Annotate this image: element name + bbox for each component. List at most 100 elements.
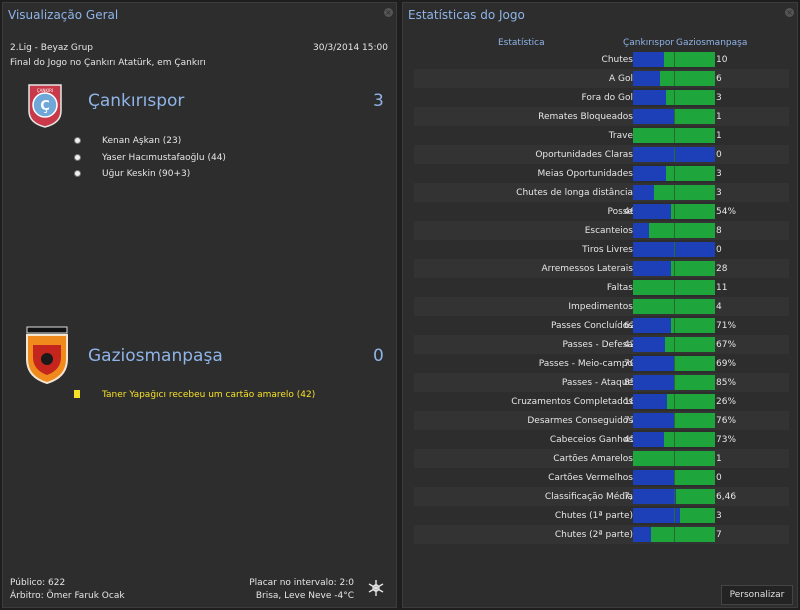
stat-label: Chutes — [601, 55, 633, 65]
referee[interactable]: Árbitro: Ömer Faruk Ocak — [10, 591, 125, 601]
home-share-fill — [633, 527, 651, 542]
stat-label: Passes - Ataque — [561, 378, 633, 388]
stat-row: Arremessos Laterais2428 — [414, 259, 789, 278]
away-value: 6,46 — [716, 492, 737, 502]
midline — [674, 356, 675, 371]
stat-row: A Gol36 — [414, 69, 789, 88]
stat-row: Cartões Vermelhos00 — [414, 468, 789, 487]
stat-label: Impedimentos — [568, 302, 633, 312]
stat-row: Cabeceios Ganhos45%73% — [414, 430, 789, 449]
home-team-badge[interactable]: Ç ÇANKIRI — [25, 81, 65, 129]
ball-icon — [74, 137, 81, 144]
halftime-score: Placar no intervalo: 2:0 — [249, 578, 354, 588]
close-icon[interactable]: × — [384, 8, 393, 17]
col-header-away[interactable]: Gaziosmanpaşa — [676, 38, 748, 48]
stat-row: Trave01 — [414, 126, 789, 145]
away-value: 73% — [716, 435, 737, 445]
stat-row: Cartões Amarelos01 — [414, 449, 789, 468]
midline — [674, 337, 675, 352]
stat-row: Chutes (2ª parte)27 — [414, 525, 789, 544]
league-name: 2.Lig - Beyaz Grup — [10, 43, 94, 53]
away-value: 76% — [716, 416, 737, 426]
stat-label: Faltas — [606, 283, 633, 293]
col-header-stat[interactable]: Estatística — [498, 38, 545, 48]
stats-title: Estatísticas do Jogo — [408, 8, 525, 22]
away-value: 67% — [716, 340, 737, 350]
attendance: Público: 622 — [10, 578, 66, 588]
away-value: 7 — [716, 530, 722, 540]
away-value: 0 — [716, 150, 722, 160]
stat-row: Posse46%54% — [414, 202, 789, 221]
svg-text:Ç: Ç — [40, 99, 50, 114]
away-value: 28 — [716, 264, 728, 274]
home-share-fill — [633, 337, 665, 352]
stat-label: Chutes (1ª parte) — [554, 511, 633, 521]
home-share-fill — [633, 261, 671, 276]
stat-row: Classificação Média7,186,46 — [414, 487, 789, 506]
midline — [674, 90, 675, 105]
away-value: 85% — [716, 378, 737, 388]
stat-row: Faltas011 — [414, 278, 789, 297]
away-value: 3 — [716, 169, 722, 179]
away-value: 3 — [716, 93, 722, 103]
stat-label: Cartões Amarelos — [553, 454, 633, 464]
midline — [674, 318, 675, 333]
stats-panel: Estatísticas do Jogo × Estatística Çankı… — [402, 2, 798, 608]
midline — [674, 223, 675, 238]
home-score: 3 — [373, 91, 384, 111]
midline — [674, 432, 675, 447]
stat-row: Meias Oportunidades23 — [414, 164, 789, 183]
stat-row: Desarmes Conseguidos77%76% — [414, 411, 789, 430]
col-header-home[interactable]: Çankırıspor — [623, 38, 675, 48]
home-share-fill — [633, 166, 666, 181]
stat-label: Passes Concluídos — [550, 321, 633, 331]
away-value: 3 — [716, 188, 722, 198]
home-share-fill — [633, 318, 671, 333]
home-team-name[interactable]: Çankırıspor — [88, 91, 185, 111]
midline — [674, 147, 675, 162]
home-share-fill — [633, 185, 654, 200]
midline — [674, 242, 675, 257]
goal-scorer[interactable]: Kenan Aşkan (23) — [102, 136, 182, 146]
home-share-fill — [633, 432, 664, 447]
stat-row: Passes - Meio-campo70%69% — [414, 354, 789, 373]
stat-row: Escanteios28 — [414, 221, 789, 240]
card-event[interactable]: Taner Yapağıcı recebeu um cartão amarelo… — [102, 390, 316, 400]
goal-scorer[interactable]: Uğur Keskin (90+3) — [102, 169, 191, 179]
weather: Brisa, Leve Neve -4°C — [255, 591, 354, 601]
stat-label: A Gol — [609, 74, 633, 84]
home-share-fill — [633, 413, 674, 428]
midline — [674, 470, 675, 485]
away-score: 0 — [373, 346, 384, 366]
stat-label: Cartões Vermelhos — [548, 473, 633, 483]
midline — [674, 394, 675, 409]
midline — [674, 185, 675, 200]
home-share-fill — [633, 204, 671, 219]
midline — [674, 527, 675, 542]
midline — [674, 280, 675, 295]
goal-scorer[interactable]: Yaser Hacımustafaoğlu (44) — [102, 153, 226, 163]
stat-label: Posse — [607, 207, 633, 217]
stat-label: Fora do Gol — [581, 93, 634, 103]
close-icon[interactable]: × — [785, 8, 794, 17]
match-subtitle: Final do Jogo no Çankırı Atatürk, em Çan… — [10, 58, 206, 68]
svg-text:ÇANKIRI: ÇANKIRI — [37, 88, 53, 93]
away-team-badge[interactable] — [25, 325, 69, 387]
yellow-card-icon — [74, 390, 80, 398]
stat-row: Remates Bloqueados11 — [414, 107, 789, 126]
stat-label: Cruzamentos Completados — [511, 397, 633, 407]
midline — [674, 299, 675, 314]
away-team-name[interactable]: Gaziosmanpaşa — [88, 346, 223, 366]
stat-label: Trave — [608, 131, 633, 141]
customize-button[interactable]: Personalizar — [721, 585, 793, 605]
midline — [674, 508, 675, 523]
midline — [674, 204, 675, 219]
stat-row: Oportunidades Claras20 — [414, 145, 789, 164]
midline — [674, 52, 675, 67]
home-share-fill — [633, 356, 674, 371]
midline — [674, 451, 675, 466]
home-share-fill — [633, 508, 680, 523]
midline — [674, 261, 675, 276]
stat-row: Chutes610 — [414, 50, 789, 69]
comparison-bar — [633, 318, 715, 333]
